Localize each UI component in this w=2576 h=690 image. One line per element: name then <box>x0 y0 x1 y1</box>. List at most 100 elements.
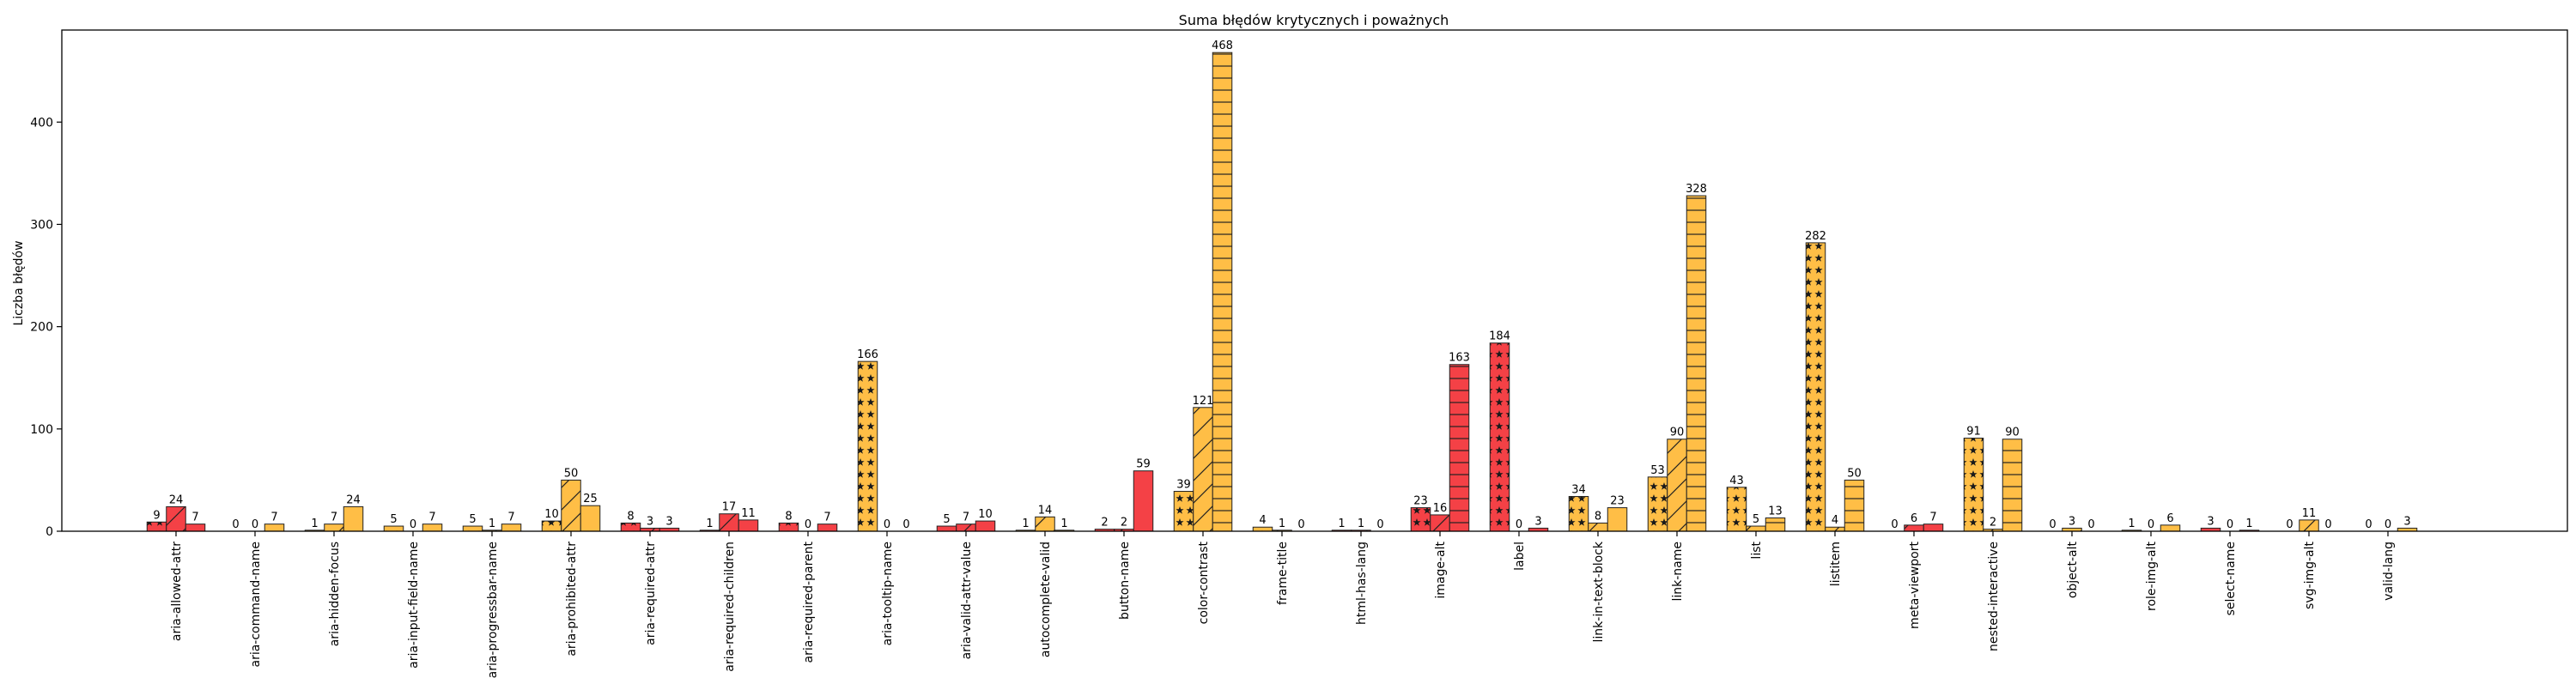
bar-value-label: 7 <box>823 511 830 524</box>
bar <box>738 519 759 532</box>
bar-value-label: 166 <box>857 348 878 361</box>
x-tick-label: aria-progressbar-name <box>486 542 500 678</box>
bar-hatch <box>384 526 404 531</box>
x-tick-label: button-name <box>1118 542 1132 620</box>
y-tick-label: 400 <box>30 116 53 130</box>
bar-value-label: 3 <box>2403 515 2410 528</box>
bar-value-label: 0 <box>2148 518 2154 531</box>
bar-value-label: 184 <box>1489 330 1510 343</box>
bar <box>1133 470 1154 532</box>
bar <box>975 520 996 532</box>
bar <box>185 524 206 532</box>
bar-value-label: 328 <box>1686 183 1707 196</box>
bar-value-label: 163 <box>1449 352 1470 365</box>
bar-hatch <box>1806 242 1826 531</box>
bar-value-label: 10 <box>544 508 559 521</box>
bar-value-label: 0 <box>2227 518 2233 531</box>
bar-hatch <box>463 526 483 531</box>
y-tick-label: 100 <box>30 423 53 437</box>
bar-value-label: 3 <box>665 515 672 528</box>
bar-hatch <box>640 528 660 531</box>
x-tick-label: label <box>1513 542 1527 571</box>
bar-value-label: 17 <box>722 501 737 514</box>
bar-value-label: 5 <box>390 513 397 526</box>
bar-hatch <box>2062 528 2082 531</box>
bar-value-label: 1 <box>2128 518 2135 530</box>
bar-value-label: 90 <box>1670 427 1685 439</box>
bar-value-label: 3 <box>2069 515 2075 528</box>
x-tick-label: object-alt <box>2066 541 2080 598</box>
bar-value-label: 5 <box>943 513 950 526</box>
bar-value-label: 2 <box>1990 517 1996 530</box>
bar-hatch <box>542 521 562 531</box>
x-tick-label: frame-title <box>1276 542 1290 605</box>
bar-hatch <box>1411 507 1431 531</box>
bar-value-label: 1 <box>706 518 713 530</box>
bar-value-label: 5 <box>469 513 476 526</box>
x-tick-label: list <box>1750 541 1764 559</box>
bar-value-label: 8 <box>785 510 792 523</box>
bar-value-label: 1 <box>2245 518 2252 530</box>
x-tick-label: aria-required-children <box>723 542 737 672</box>
bar-value-label: 91 <box>1966 426 1981 439</box>
bar-value-label: 11 <box>2302 507 2317 520</box>
bar-value-label: 282 <box>1805 230 1826 243</box>
bar-value-label: 0 <box>2365 518 2372 531</box>
bar-hatch <box>1648 476 1668 531</box>
x-tick-label: autocomplete-valid <box>1039 542 1053 657</box>
bar-hatch <box>324 524 344 531</box>
bar-value-label: 0 <box>232 518 239 531</box>
x-tick-label: color-contrast <box>1197 541 1211 624</box>
bar <box>1607 507 1628 532</box>
bar-value-label: 121 <box>1193 395 1214 408</box>
x-axis: aria-allowed-attr aria-command-name aria-h… <box>170 531 2396 678</box>
bar-value-label: 34 <box>1571 483 1586 496</box>
bar-value-label: 24 <box>346 493 361 506</box>
x-tick-label: aria-required-attr <box>644 542 658 645</box>
bar-value-label: 1 <box>1022 518 1029 530</box>
bar-value-label: 23 <box>1610 495 1625 508</box>
bar-value-label: 3 <box>2207 515 2214 528</box>
bar-value-label: 8 <box>1595 510 1601 523</box>
bar-value-label: 0 <box>1297 518 1304 531</box>
bar-hatch <box>1746 526 1766 531</box>
bar-value-label: 50 <box>564 467 579 480</box>
chart-title: Suma błędów krytycznych i poważnych <box>1179 12 1449 28</box>
bar-value-label: 6 <box>2166 512 2173 525</box>
bar-value-label: 1 <box>1358 518 1364 530</box>
bar-value-label: 43 <box>1729 475 1744 487</box>
bar-hatch <box>1253 527 1273 531</box>
bar-hatch <box>1765 518 1785 531</box>
bar-value-label: 0 <box>2324 518 2331 531</box>
bar-hatch <box>1686 196 1706 531</box>
x-tick-label: aria-hidden-focus <box>328 542 342 646</box>
bar <box>2160 524 2181 532</box>
bar-hatch <box>166 506 186 531</box>
bar-value-label: 11 <box>741 507 756 520</box>
bar-value-label: 7 <box>428 511 435 524</box>
bar-value-label: 13 <box>1768 505 1783 518</box>
bar-hatch <box>719 513 739 531</box>
y-axis-label: Liczba błędów <box>12 240 26 325</box>
x-tick-label: aria-prohibited-attr <box>565 542 579 657</box>
bar-value-label: 6 <box>1911 512 1917 525</box>
bar-value-label: 0 <box>1891 518 1898 531</box>
bar-value-label: 4 <box>1259 514 1266 527</box>
x-tick-label: meta-viewport <box>1908 541 1922 628</box>
bar-hatch <box>1174 491 1194 531</box>
bar-hatch <box>1490 342 1510 531</box>
bar-hatch <box>1193 407 1213 531</box>
bar-value-label: 1 <box>489 518 495 530</box>
bar <box>1923 524 1944 532</box>
bar-value-label: 3 <box>1534 515 1541 528</box>
bar-value-label: 0 <box>252 518 258 531</box>
bar-hatch <box>1430 514 1450 531</box>
bar-value-label: 1 <box>1279 518 1285 530</box>
x-tick-label: aria-allowed-attr <box>170 542 184 641</box>
plot-frame <box>61 29 2568 532</box>
bar-hatch <box>858 361 878 531</box>
x-tick-label: select-name <box>2224 542 2238 615</box>
x-tick-label: link-name <box>1671 542 1685 602</box>
